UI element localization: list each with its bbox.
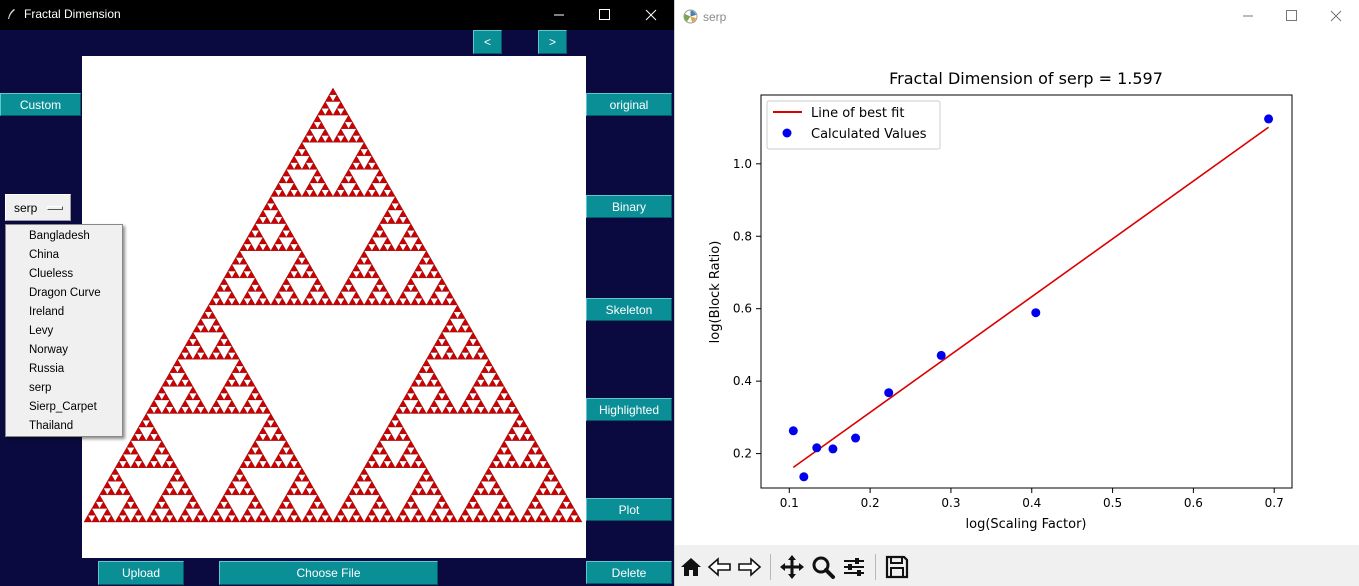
forward-arrow-icon[interactable] (735, 553, 763, 581)
original-button[interactable]: original (586, 93, 672, 116)
x-tick-label: 0.1 (780, 496, 799, 510)
choose-file-button[interactable]: Choose File (219, 561, 438, 585)
fractal-selector-dropdown[interactable]: serp (5, 194, 71, 221)
fractal-options-menu: Bangladesh China Clueless Dragon Curve I… (5, 224, 123, 437)
close-button[interactable] (628, 0, 674, 30)
close-icon (645, 9, 657, 21)
x-tick-label: 0.6 (1184, 496, 1203, 510)
data-point (1031, 308, 1041, 318)
minimize-icon (554, 14, 564, 16)
y-axis-label: log(Block Ratio) (708, 241, 723, 344)
custom-button[interactable]: Custom (0, 93, 81, 116)
legend-dot-swatch (782, 128, 792, 138)
y-tick-label: 0.6 (733, 302, 752, 316)
legend-box (766, 100, 941, 150)
plot-area-frame (760, 94, 1293, 489)
x-axis-label: log(Scaling Factor) (966, 517, 1087, 532)
menu-item-russia[interactable]: Russia (29, 363, 65, 375)
window-title: serp (703, 10, 727, 24)
next-image-button[interactable]: > (538, 30, 567, 54)
minimize-button[interactable] (536, 0, 582, 30)
x-tick-label: 0.5 (1103, 496, 1122, 510)
skeleton-button[interactable]: Skeleton (586, 298, 672, 321)
data-point (884, 388, 894, 398)
home-icon[interactable] (677, 553, 705, 581)
data-point (851, 433, 861, 443)
menu-item-levy[interactable]: Levy (29, 325, 54, 337)
menu-item-dragon-curve[interactable]: Dragon Curve (29, 287, 101, 299)
x-tick-label: 0.2 (861, 496, 880, 510)
back-arrow-icon[interactable] (706, 553, 734, 581)
y-tick-label: 0.4 (733, 374, 752, 388)
fractal-dimension-chart: Fractal Dimension of serp = 1.597 0.1 0.2… (708, 69, 1293, 532)
chart-title: Fractal Dimension of serp = 1.597 (889, 69, 1163, 88)
menu-item-bangladesh[interactable]: Bangladesh (29, 230, 90, 242)
close-icon (1330, 10, 1342, 22)
minimize-icon (1243, 15, 1253, 17)
maximize-button[interactable] (1269, 0, 1315, 30)
binary-button[interactable]: Binary (586, 195, 672, 218)
x-tick-label: 0.4 (1022, 496, 1041, 510)
data-point (828, 444, 838, 454)
sierpinski-triangle-image (83, 87, 583, 523)
configure-subplots-icon[interactable] (840, 553, 868, 581)
window-title: Fractal Dimension (24, 7, 121, 21)
data-point (799, 472, 809, 482)
y-tick-label: 0.2 (733, 447, 752, 461)
data-point (788, 426, 798, 436)
minimize-button[interactable] (1225, 0, 1271, 30)
maximize-icon (1286, 10, 1297, 21)
toolbar-separator (875, 554, 876, 580)
menu-item-china[interactable]: China (29, 249, 60, 261)
maximize-icon (599, 9, 610, 20)
navigation-toolbar (675, 545, 1359, 586)
fractal-dimension-window: Fractal Dimension < > Custom original Bi… (0, 0, 674, 586)
legend-label-calculated: Calculated Values (811, 127, 927, 142)
delete-button[interactable]: Delete (586, 561, 672, 584)
menu-item-norway[interactable]: Norway (29, 344, 68, 356)
maximize-button[interactable] (582, 0, 628, 30)
toolbar-separator (770, 554, 771, 580)
highlighted-button[interactable]: Highlighted (586, 398, 672, 421)
menu-item-thailand[interactable]: Thailand (29, 420, 74, 432)
app-logo-icon (683, 9, 698, 24)
selected-fractal: serp (14, 201, 38, 215)
legend-label-best-fit: Line of best fit (811, 106, 904, 121)
y-tick-label: 0.8 (733, 229, 752, 243)
prev-image-button[interactable]: < (473, 30, 502, 54)
save-icon[interactable] (883, 553, 911, 581)
menu-item-ireland[interactable]: Ireland (29, 306, 65, 318)
close-button[interactable] (1313, 0, 1359, 30)
best-fit-line (792, 126, 1270, 469)
data-point (936, 350, 946, 360)
fractal-image-canvas (82, 56, 586, 558)
fractal-shape (83, 87, 583, 523)
menu-item-sierp-carpet[interactable]: Sierp_Carpet (29, 401, 97, 413)
plot-button[interactable]: Plot (586, 498, 672, 521)
x-tick-label: 0.3 (941, 496, 960, 510)
legend: Line of best fit Calculated Values (766, 100, 941, 150)
menu-item-clueless[interactable]: Clueless (29, 268, 74, 280)
pan-icon[interactable] (778, 553, 806, 581)
y-tick-label: 1.0 (733, 157, 752, 171)
feather-icon (8, 9, 15, 19)
data-point (1264, 114, 1274, 124)
dropdown-indicator-icon (47, 206, 63, 210)
plot-window: serp Fractal Dimension of serp = 1.597 0… (674, 0, 1359, 586)
title-bar[interactable]: Fractal Dimension (0, 0, 674, 30)
upload-button[interactable]: Upload (98, 561, 184, 585)
zoom-icon[interactable] (809, 553, 837, 581)
x-tick-label: 0.7 (1265, 496, 1284, 510)
menu-item-serp[interactable]: serp (29, 382, 52, 394)
data-point (812, 443, 822, 453)
